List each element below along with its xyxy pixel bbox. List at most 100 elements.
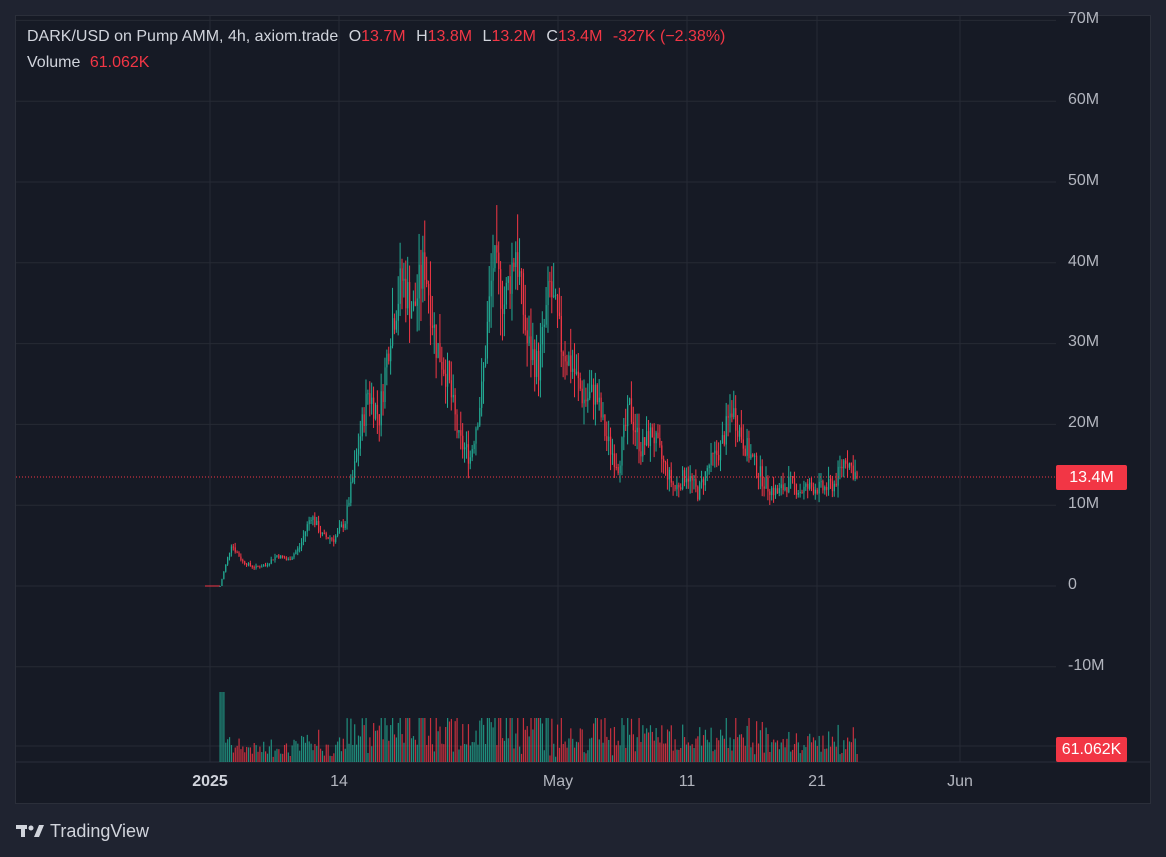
volume-bar xyxy=(727,747,729,762)
candle-body xyxy=(282,555,284,558)
candle-body xyxy=(699,482,701,500)
volume-bar xyxy=(792,749,794,762)
volume-bar xyxy=(454,721,456,762)
candle-body xyxy=(448,360,451,381)
candle-body xyxy=(549,281,551,283)
candle-body xyxy=(629,398,631,405)
candle-body xyxy=(718,454,720,461)
y-tick-label: 70M xyxy=(1068,10,1100,27)
candle-body xyxy=(814,489,816,494)
candle-body xyxy=(621,437,623,466)
candle-body xyxy=(610,436,612,455)
volume-bar xyxy=(845,749,847,762)
volume-bar xyxy=(816,745,818,762)
candle-body xyxy=(420,264,422,289)
volume-bar xyxy=(668,731,671,762)
candle-body xyxy=(606,436,608,442)
candle-body xyxy=(831,481,834,492)
volume-bar xyxy=(285,743,288,762)
candle-body xyxy=(659,438,661,446)
candle-body xyxy=(274,556,276,560)
symbol-title[interactable]: DARK/USD on Pump AMM, 4h, axiom.trade xyxy=(27,28,339,45)
volume-bar xyxy=(422,718,424,762)
candle-body xyxy=(293,553,295,558)
candle-body xyxy=(759,466,762,478)
volume-bar xyxy=(666,729,669,762)
volume-bar xyxy=(333,753,335,762)
candle-body xyxy=(272,559,274,561)
candle-body xyxy=(776,488,779,494)
candle-body xyxy=(754,455,756,457)
candle-body xyxy=(809,482,811,489)
volume-bar xyxy=(765,727,767,762)
volume-bar xyxy=(560,718,562,762)
candle-body xyxy=(778,488,780,494)
candle-body xyxy=(397,303,399,321)
volume-bar xyxy=(725,718,727,762)
candle-body xyxy=(757,476,760,478)
volume-bar xyxy=(293,739,295,762)
candle-body xyxy=(572,368,574,372)
volume-bar xyxy=(448,721,451,762)
volume-bar xyxy=(647,732,650,762)
candle-body xyxy=(583,399,585,404)
chart-legend: DARK/USD on Pump AMM, 4h, axiom.trade O1… xyxy=(27,28,725,46)
candle-body xyxy=(348,502,350,506)
x-tick-label: 2025 xyxy=(192,773,228,790)
candle-body xyxy=(721,435,724,444)
candle-body xyxy=(602,414,604,418)
volume-bar xyxy=(771,742,773,762)
candle-body xyxy=(373,397,375,419)
candle-body xyxy=(276,555,278,557)
candle-body xyxy=(835,483,837,486)
y-tick-label: 10M xyxy=(1068,495,1100,512)
volume-bar xyxy=(746,725,748,762)
candle-body xyxy=(376,404,379,415)
candle-body xyxy=(538,350,540,381)
volume-bar xyxy=(627,718,629,762)
candle-body xyxy=(773,487,775,496)
last-price-tag: 13.4M xyxy=(1056,465,1127,490)
chart-frame[interactable] xyxy=(15,15,1151,804)
candle-body xyxy=(761,466,763,487)
volume-bar xyxy=(515,733,517,762)
volume-bar xyxy=(342,738,344,762)
tradingview-brand[interactable]: TradingView xyxy=(16,820,149,842)
volume-bar xyxy=(261,752,263,762)
candle-body xyxy=(507,276,509,283)
volume-bar xyxy=(572,738,574,762)
volume-bar xyxy=(549,755,551,762)
candle-body xyxy=(227,557,229,565)
volume-bar xyxy=(615,745,617,762)
volume-bar xyxy=(272,756,274,762)
candle-body xyxy=(536,350,538,377)
candle-body xyxy=(811,482,813,487)
volume-bar xyxy=(737,737,739,762)
volume-bar xyxy=(403,742,405,762)
candle-body xyxy=(318,520,320,532)
candle-body xyxy=(649,427,652,447)
candle-body xyxy=(257,565,259,567)
candle-body xyxy=(458,430,460,433)
candle-body xyxy=(374,404,377,419)
volume-bar xyxy=(543,750,545,762)
volume-label[interactable]: Volume xyxy=(27,54,81,71)
volume-bar xyxy=(458,749,460,762)
volume-bar xyxy=(566,747,568,762)
candle-body xyxy=(253,567,255,569)
candle-body xyxy=(234,547,236,552)
volume-bar xyxy=(634,751,636,762)
candle-body xyxy=(579,378,581,389)
candle-body xyxy=(327,537,329,539)
candle-body xyxy=(340,524,343,527)
volume-bar xyxy=(839,754,841,762)
volume-bar xyxy=(325,744,327,762)
volume-bar xyxy=(530,718,532,762)
volume-bar xyxy=(769,751,771,762)
volume-bar xyxy=(850,742,853,762)
volume-bar xyxy=(517,718,519,762)
volume-bar xyxy=(354,724,356,762)
volume-bar xyxy=(761,721,763,762)
candle-body xyxy=(555,294,557,296)
